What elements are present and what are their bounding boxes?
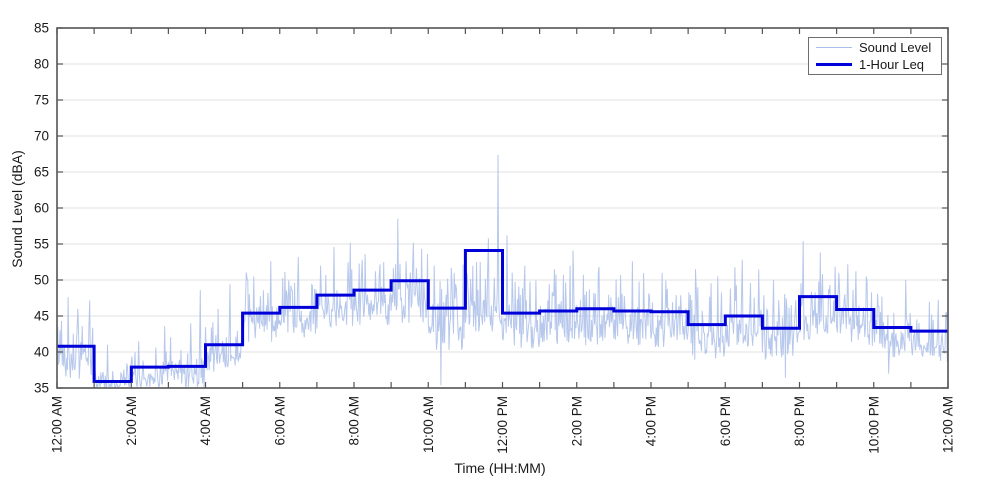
y-tick-label: 65 [34, 165, 49, 180]
legend-label-1-hour-leq: 1-Hour Leq [859, 57, 925, 73]
legend-entry-1-hour-leq: 1-Hour Leq [809, 57, 941, 73]
y-tick-label: 40 [34, 345, 49, 360]
y-tick-label: 85 [34, 21, 49, 36]
y-tick-label: 60 [34, 201, 49, 216]
x-tick-label: 10:00 AM [421, 396, 436, 453]
x-tick-label: 2:00 PM [569, 396, 584, 446]
y-axis-title: Sound Level (dBA) [9, 150, 25, 268]
x-tick-label: 12:00 PM [495, 396, 510, 454]
y-tick-label: 70 [34, 129, 49, 144]
y-tick-label: 35 [34, 381, 49, 396]
legend-line-1-hour-leq-icon [816, 62, 852, 67]
y-tick-label: 80 [34, 57, 49, 72]
y-tick-label: 55 [34, 237, 49, 252]
x-tick-label: 12:00 AM [50, 396, 65, 453]
x-tick-label: 8:00 AM [347, 396, 362, 446]
x-tick-label: 6:00 AM [272, 396, 287, 446]
x-tick-label: 10:00 PM [866, 396, 881, 454]
leq-step-line [57, 249, 948, 383]
legend-line-sound-level-icon [816, 46, 852, 49]
x-tick-label: 6:00 PM [718, 396, 733, 446]
x-axis-title: Time (HH:MM) [454, 460, 546, 476]
y-tick-label: 50 [34, 273, 49, 288]
x-tick-label: 12:00 AM [941, 396, 956, 453]
legend-label-sound-level: Sound Level [859, 39, 932, 55]
legend: Sound Level 1-Hour Leq [808, 37, 942, 75]
x-tick-label: 8:00 PM [792, 396, 807, 446]
x-tick-label: 4:00 AM [198, 396, 213, 446]
legend-entry-sound-level: Sound Level [809, 39, 941, 55]
sound-level-line [56, 154, 949, 389]
y-tick-label: 45 [34, 309, 49, 324]
y-tick-label: 75 [34, 93, 49, 108]
x-tick-label: 4:00 PM [644, 396, 659, 446]
x-tick-label: 2:00 AM [124, 396, 139, 446]
